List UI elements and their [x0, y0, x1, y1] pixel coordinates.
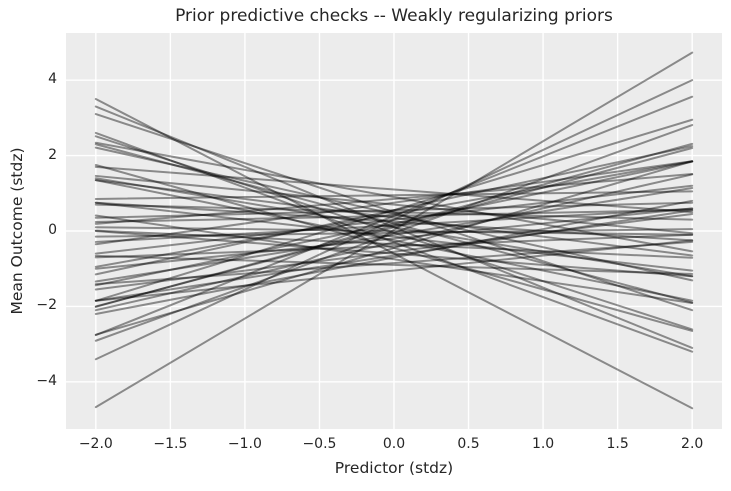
prior-predictive-line — [94, 146, 694, 282]
prior-predictive-line — [94, 226, 694, 236]
prior-predictive-line — [94, 98, 694, 410]
prior-predictive-line — [94, 160, 694, 336]
prior-predictive-line — [94, 160, 694, 268]
prior-predictive-line — [94, 179, 694, 302]
prior-predictive-line — [94, 184, 694, 255]
x-tick-label: −0.5 — [302, 436, 337, 452]
prior-predictive-line — [94, 105, 694, 349]
plot-area — [66, 33, 722, 429]
prior-predictive-line — [94, 239, 694, 302]
prior-predictive-line — [94, 135, 694, 331]
x-tick-label: 0.0 — [382, 436, 406, 452]
prior-predictive-line — [94, 187, 694, 283]
prior-predictive-line — [94, 228, 694, 238]
prior-predictive-line — [94, 203, 694, 221]
y-tick-label: 2 — [48, 146, 57, 163]
x-tick-label: 1.5 — [606, 436, 629, 452]
prior-predictive-line — [94, 118, 694, 302]
prior-predictive-line — [94, 213, 694, 291]
y-tick-label: −2 — [36, 297, 57, 314]
prior-predictive-line — [94, 124, 694, 342]
prior-predictive-line — [94, 207, 694, 270]
prior-predictive-line — [94, 201, 694, 272]
prior-predictive-line — [94, 208, 694, 223]
prior-predictive-line — [94, 230, 694, 278]
y-tick-label: −4 — [36, 372, 57, 389]
prior-predictive-line — [94, 201, 694, 219]
prior-predictive-line — [94, 95, 694, 337]
prior-predictive-line — [94, 201, 694, 242]
prior-predictive-line — [94, 143, 694, 304]
prior-predictive-line — [94, 179, 694, 257]
prior-predictive-line — [94, 177, 694, 278]
x-tick-label: −1.5 — [153, 436, 188, 452]
y-tick-label: 0 — [48, 222, 57, 238]
prior-predictive-line — [94, 164, 694, 332]
prior-predictive-line — [94, 147, 694, 308]
prior-predictive-line — [94, 131, 694, 353]
x-tick-label: −1.0 — [227, 436, 262, 452]
x-tick-label: 1.0 — [531, 436, 555, 452]
prior-predictive-line — [94, 190, 694, 200]
prior-predictive-line — [94, 209, 694, 302]
x-axis-label: Predictor (stdz) — [334, 459, 454, 477]
prior-predictive-line — [94, 233, 694, 259]
prior-predictive-line — [94, 160, 694, 287]
x-tick-label: 2.0 — [681, 436, 704, 452]
prior-predictive-line — [94, 165, 694, 214]
prior-predictive-line — [94, 160, 694, 246]
prior-predictive-line — [94, 174, 694, 235]
x-tick-label: 0.5 — [457, 436, 480, 452]
prior-predictive-line — [94, 240, 694, 286]
chart-canvas — [66, 33, 722, 429]
prior-predictive-line — [94, 141, 694, 253]
prior-predictive-line — [94, 145, 694, 276]
x-tick-label: −2.0 — [78, 436, 113, 452]
prior-predictive-line — [94, 207, 694, 243]
prior-predictive-line — [94, 173, 694, 225]
prior-predictive-line — [94, 214, 694, 305]
prior-predictive-line — [94, 254, 694, 275]
prior-predictive-line — [94, 113, 694, 312]
prior-predictive-line — [94, 142, 694, 308]
y-tick-label: 4 — [48, 71, 57, 88]
prior-predictive-line — [94, 229, 694, 259]
prior-predictive-line — [94, 51, 694, 409]
prior-predictive-line — [94, 173, 694, 312]
prior-predictive-line — [94, 199, 694, 315]
y-axis-label: Mean Outcome (stdz) — [8, 147, 26, 315]
prior-predictive-line — [94, 79, 694, 361]
chart-title: Prior predictive checks -- Weakly regula… — [175, 6, 613, 26]
